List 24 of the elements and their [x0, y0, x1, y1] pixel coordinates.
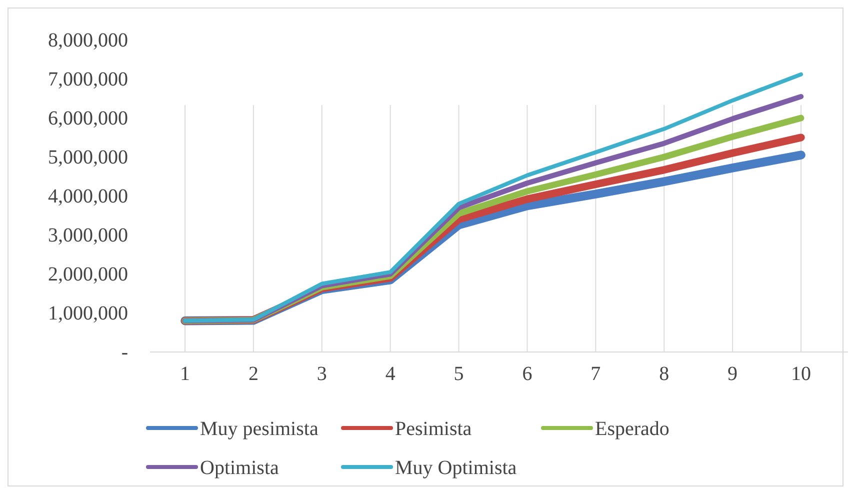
y-tick-label: - [121, 341, 128, 364]
y-tick-label: 1,000,000 [48, 302, 128, 324]
legend-label: Esperado [595, 418, 670, 440]
x-tick-label: 5 [454, 363, 464, 386]
x-tick-label: 8 [659, 363, 670, 386]
y-tick-label: 5,000,000 [48, 146, 128, 168]
x-tick-label: 4 [385, 363, 396, 386]
y-tick-label: 7,000,000 [48, 68, 128, 90]
y-tick-label: 4,000,000 [48, 185, 128, 208]
y-tick-label: 3,000,000 [48, 224, 128, 246]
legend-label: Optimista [200, 457, 280, 479]
x-tick-label: 2 [248, 363, 258, 386]
legend-label: Muy pesimista [200, 418, 318, 440]
y-tick-label: 6,000,000 [48, 107, 128, 130]
x-tick-label: 10 [791, 363, 811, 386]
y-tick-label: 2,000,000 [48, 263, 128, 286]
y-tick-label: 8,000,000 [48, 29, 128, 52]
x-tick-label: 1 [180, 363, 190, 386]
x-tick-label: 3 [316, 363, 327, 386]
legend-label: Muy Optimista [395, 457, 517, 479]
x-tick-label: 7 [590, 363, 601, 386]
x-tick-label: 9 [728, 363, 738, 386]
legend-label: Pesimista [395, 418, 472, 440]
x-tick-label: 6 [522, 363, 532, 386]
